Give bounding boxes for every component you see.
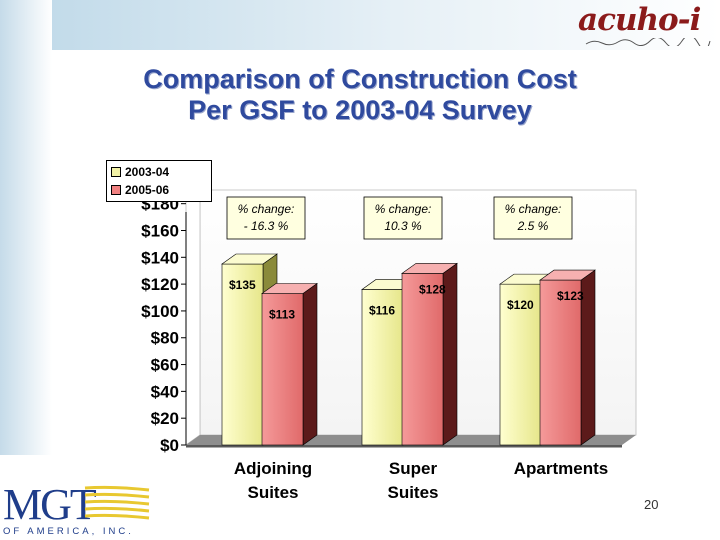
chart-floor-edge <box>186 445 622 448</box>
x-category-label: Suites <box>247 483 298 502</box>
mgt-logo-subtitle: OF AMERICA, INC. <box>3 526 134 537</box>
bar-2003 <box>499 283 542 446</box>
legend-label-2003: 2003-04 <box>125 165 170 179</box>
title-line-1: Comparison of Construction Cost <box>143 64 577 94</box>
acuho-logo: acuho-i <box>578 2 701 38</box>
data-label: $123 <box>557 289 584 303</box>
mgt-logo-text: MGT <box>3 480 97 529</box>
annotation-box <box>226 196 306 240</box>
annotation-line-1: % change: <box>375 202 432 216</box>
bar-2005-top <box>261 283 318 294</box>
x-category-label: Suites <box>387 483 438 502</box>
percent-change-annotation: % change: 10.3 % <box>363 196 443 240</box>
annotation-line-2: 2.5 % <box>517 219 549 233</box>
legend-swatch-2003 <box>111 167 121 177</box>
y-tick-label: $0 <box>160 436 179 455</box>
left-band <box>0 0 52 455</box>
data-label: $135 <box>229 278 256 292</box>
y-tick-label: $120 <box>141 275 179 294</box>
annotation-line-2: 10.3 % <box>384 219 422 233</box>
bar-2003 <box>361 289 404 446</box>
x-category-label: Adjoining <box>234 459 312 478</box>
y-tick-label: $20 <box>151 409 179 428</box>
slide-title: Comparison of Construction Cost Per GSF … <box>60 64 660 126</box>
bar-2003 <box>221 263 264 446</box>
y-tick-label: $40 <box>151 382 179 401</box>
x-category-label: Super <box>389 459 438 478</box>
bar-2005 <box>539 279 582 446</box>
page-number: 20 <box>644 497 659 512</box>
bar-2005-side <box>302 282 318 446</box>
y-tick-label: $140 <box>141 248 179 267</box>
data-label: $113 <box>269 308 295 322</box>
annotation-line-1: % change: <box>238 202 295 216</box>
percent-change-annotation: % change: - 16.3 % <box>226 196 306 240</box>
y-tick-label: $160 <box>141 221 179 240</box>
bar-2005-top <box>401 263 458 274</box>
legend-item-2005: 2005-06 <box>111 182 169 198</box>
legend-item-2003: 2003-04 <box>111 164 169 180</box>
annotation-box <box>363 196 443 240</box>
bar-2005-top <box>539 269 596 281</box>
data-label: $128 <box>419 282 446 296</box>
y-tick-label: $60 <box>151 356 179 375</box>
legend-label-2005: 2005-06 <box>125 183 170 197</box>
acuho-tagline-scribble <box>585 38 711 46</box>
bar-2005 <box>401 273 444 446</box>
percent-change-annotation: % change: 2.5 % <box>493 196 573 240</box>
bar-2005 <box>261 293 304 446</box>
annotation-line-1: % change: <box>505 202 562 216</box>
annotation-box <box>493 196 573 240</box>
y-tick-label: $80 <box>151 329 179 348</box>
data-label: $120 <box>507 298 534 312</box>
y-tick-label: $100 <box>141 302 179 321</box>
bar-2003-top <box>221 253 278 265</box>
data-label: $116 <box>369 303 395 317</box>
legend-swatch-2005 <box>111 185 121 195</box>
chart-legend: 2003-04 2005-06 <box>106 160 212 202</box>
chart-side-wall <box>185 189 201 446</box>
title-line-2: Per GSF to 2003-04 Survey <box>188 95 532 125</box>
annotation-line-2: - 16.3 % <box>244 219 289 233</box>
x-category-label: Apartments <box>514 459 608 478</box>
